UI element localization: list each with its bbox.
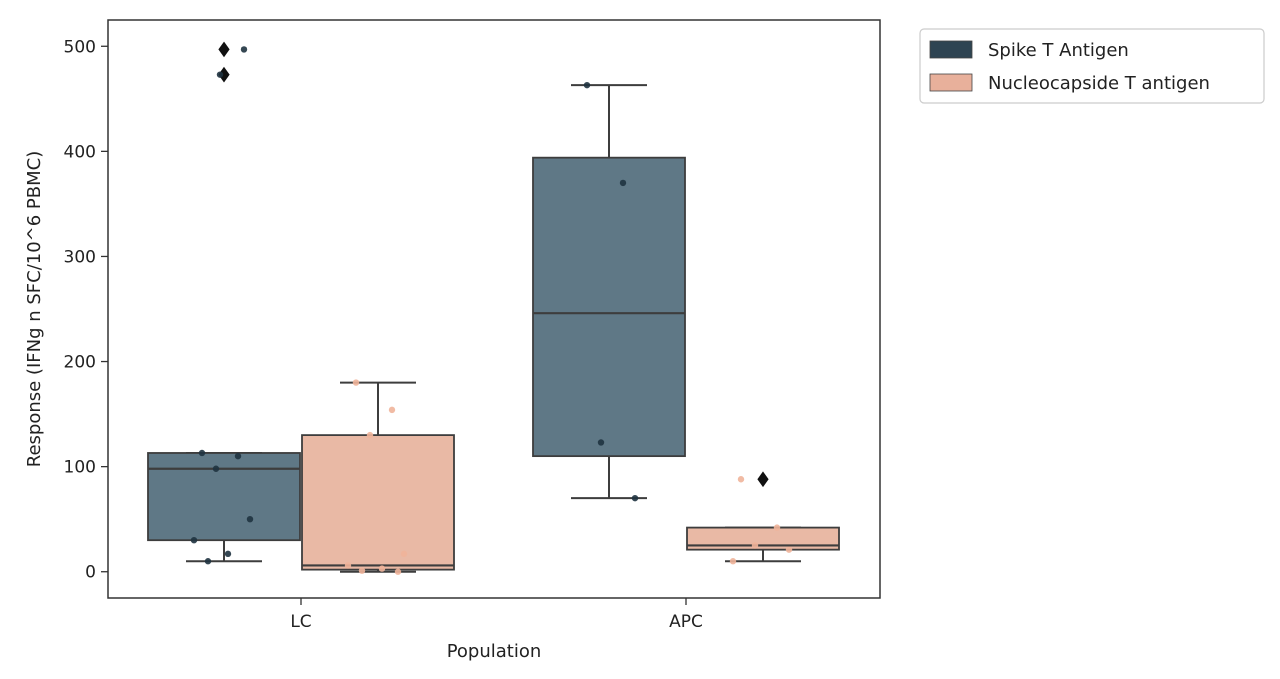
data-point [358, 567, 366, 574]
box-apc-series-0 [532, 81, 686, 502]
data-point [619, 179, 627, 187]
box-lc-series-0 [147, 41, 301, 565]
box-lc-series-1 [301, 379, 455, 575]
box-iqr [686, 526, 840, 551]
x-axis-label: Population [447, 641, 542, 662]
x-tick-label: APC [669, 612, 703, 632]
data-point [583, 81, 591, 89]
legend-swatch [929, 40, 973, 59]
box-iqr [301, 434, 455, 571]
data-point [394, 568, 402, 575]
y-axis-ticks: 0 100 200 300 400 500 [64, 37, 108, 583]
data-point [240, 46, 248, 53]
box-apc-series-1 [686, 471, 840, 565]
y-tick-label: 0 [85, 563, 96, 583]
data-point [737, 476, 745, 483]
x-tick-label: LC [290, 612, 311, 632]
data-point [400, 550, 408, 558]
y-axis-label: Response (IFNg n SFC/10^6 PBMC) [24, 151, 45, 468]
data-point [198, 449, 206, 457]
chart-marks [147, 41, 840, 575]
data-point [388, 406, 396, 414]
legend: Spike T Antigen Nucleocapside T antigen [919, 28, 1265, 104]
data-point [631, 494, 639, 502]
outlier-marker [218, 41, 230, 58]
x-axis-ticks: LC APC [290, 598, 703, 632]
data-point [224, 550, 232, 558]
y-tick-label: 400 [64, 142, 96, 162]
box-iqr [532, 156, 686, 458]
legend-label: Spike T Antigen [988, 40, 1129, 61]
y-tick-label: 300 [64, 247, 96, 267]
data-point [234, 452, 242, 460]
data-point [378, 565, 386, 572]
legend-swatch [929, 73, 973, 92]
data-point [216, 71, 224, 78]
outlier-marker [757, 471, 769, 488]
box-iqr [147, 452, 301, 542]
data-point [785, 546, 793, 553]
data-point [204, 558, 212, 565]
legend-label: Nucleocapside T antigen [988, 73, 1210, 94]
data-point [366, 431, 374, 439]
data-point [729, 558, 737, 565]
y-tick-label: 500 [64, 37, 96, 57]
data-point [597, 439, 605, 446]
data-point [352, 379, 360, 386]
data-point [773, 524, 781, 531]
data-point [344, 562, 352, 569]
y-tick-label: 100 [64, 458, 96, 478]
data-point [212, 465, 220, 472]
data-point [751, 542, 759, 549]
legend-frame [919, 28, 1265, 104]
y-tick-label: 200 [64, 353, 96, 373]
data-point [246, 515, 254, 523]
data-point [190, 537, 198, 544]
